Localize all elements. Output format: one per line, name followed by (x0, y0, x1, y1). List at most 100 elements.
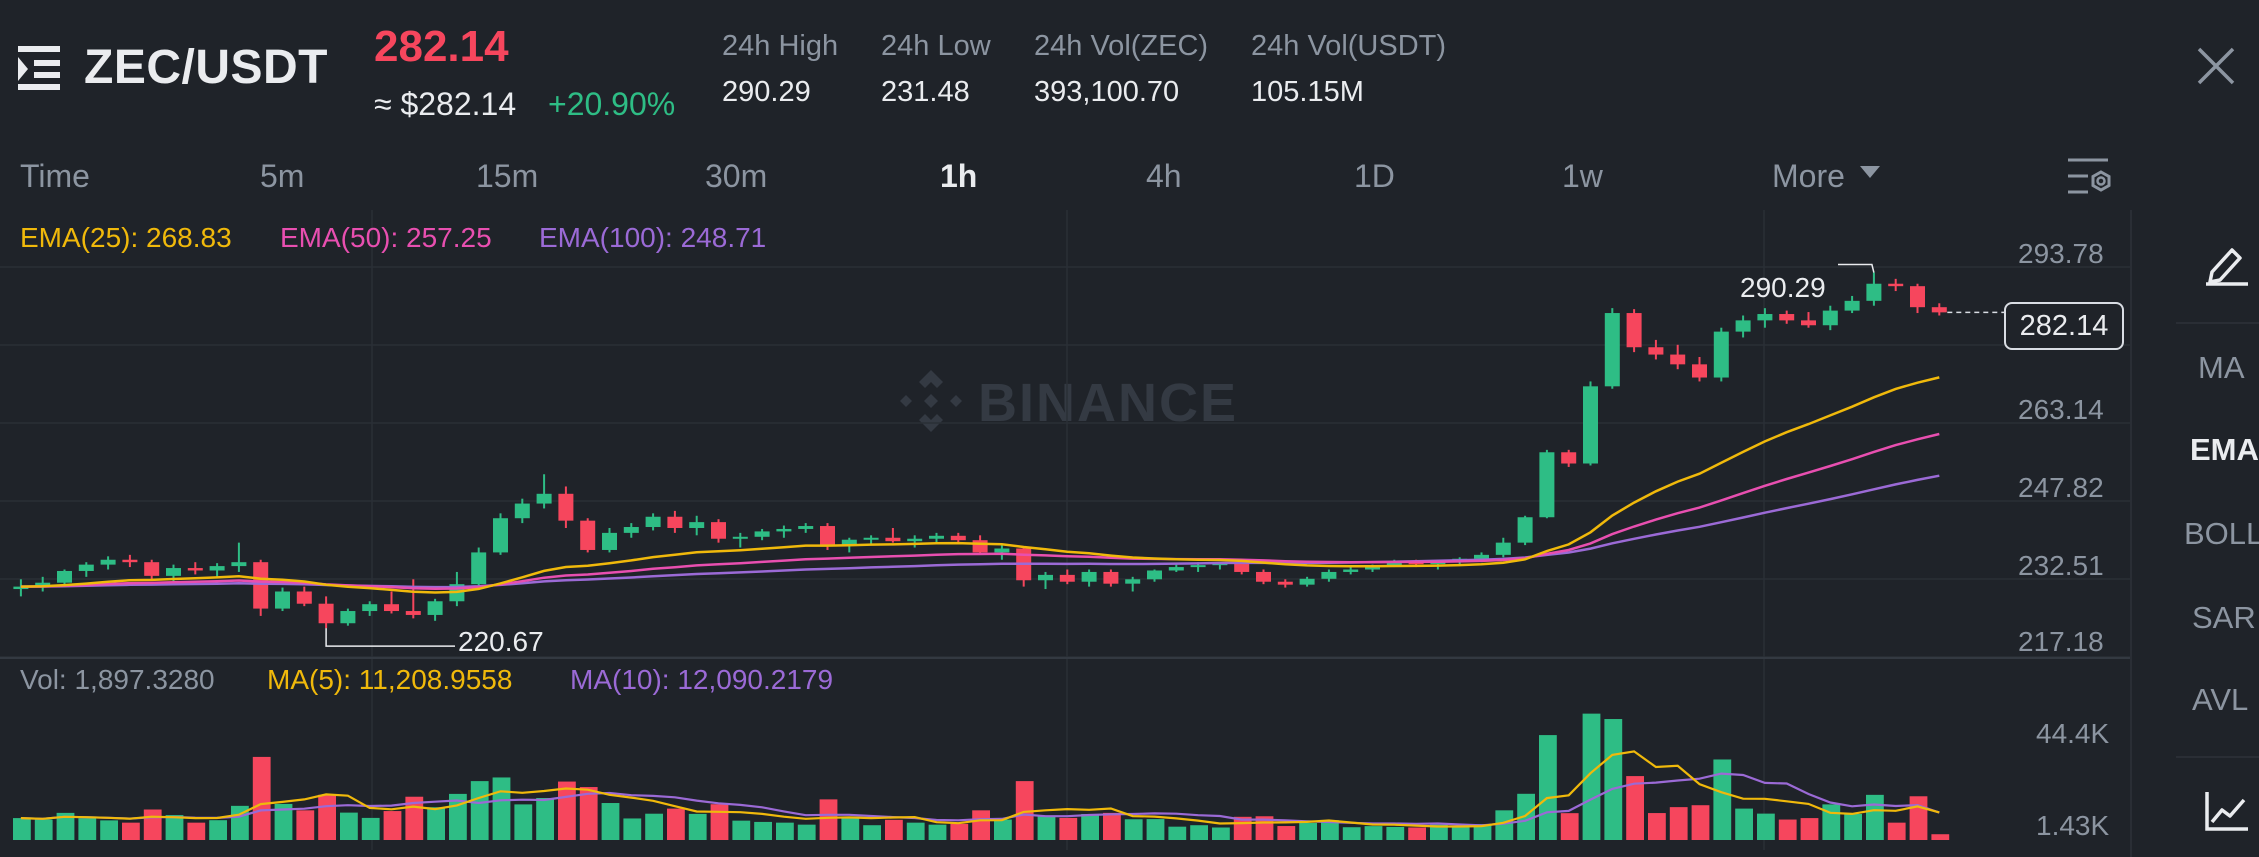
stat-24h-vol-usdt-label: 24h Vol(USDT) (1251, 30, 1447, 62)
candle-body (166, 568, 181, 576)
indicator-avl[interactable]: AVL (2192, 682, 2249, 717)
volume-bar (1451, 827, 1470, 840)
candle-body (1604, 313, 1620, 387)
candle-body (1125, 579, 1141, 584)
candle-body (427, 601, 443, 615)
volume-bar (1321, 820, 1339, 840)
volume-bar (645, 813, 663, 840)
candle-body (187, 568, 203, 571)
candle-body (1692, 364, 1707, 378)
candle-body (689, 522, 705, 528)
candle-body (1539, 452, 1555, 518)
candle-body (994, 548, 1010, 553)
candle-body (623, 527, 639, 533)
volume-bar (1430, 824, 1448, 840)
candle-body (1059, 574, 1075, 582)
candle-body (318, 603, 334, 624)
tab-5m[interactable]: 5m (260, 158, 305, 194)
side-panel-separator (2176, 322, 2259, 324)
volume-bar (1408, 827, 1426, 840)
tab-30m[interactable]: 30m (705, 158, 768, 194)
high-marker-line (1838, 263, 1875, 273)
price-axis-tick: 247.82 (2018, 472, 2104, 503)
stat-24h-vol-zec-label: 24h Vol(ZEC) (1034, 30, 1209, 62)
volume-axis-tick: 1.43K (2036, 810, 2110, 841)
trading-pair-title[interactable]: ZEC/USDT (84, 41, 328, 94)
indicator-boll[interactable]: BOLL (2184, 516, 2259, 551)
volume-bar (601, 803, 620, 840)
candle-body (1583, 386, 1598, 464)
candle-body (798, 526, 814, 529)
indicator-ma[interactable]: MA (2198, 350, 2245, 385)
candle-body (1321, 571, 1337, 579)
candle-body (100, 559, 116, 565)
candle-body (1147, 570, 1162, 580)
volume-bar (972, 810, 990, 840)
volume-bar (819, 799, 838, 840)
tab-more[interactable]: More (1772, 158, 1845, 194)
candle-body (493, 518, 508, 553)
menu-icon[interactable] (18, 44, 64, 92)
volume-ma10-legend: MA(10): 12,090.2179 (570, 664, 834, 695)
volume-bar (1713, 759, 1732, 840)
volume-bar (1604, 719, 1623, 840)
candle-body (1561, 452, 1577, 464)
volume-bar (274, 803, 293, 840)
candle-body (1081, 571, 1097, 582)
pen-draw-icon[interactable] (2204, 242, 2250, 286)
candle-body (1801, 320, 1816, 326)
volume-bar (994, 819, 1012, 840)
candle-body (1779, 314, 1795, 321)
current-price-tag: 282.14 (2004, 302, 2124, 350)
kline-chart[interactable] (0, 210, 2130, 857)
volume-bar (252, 756, 271, 840)
tab-1h[interactable]: 1h (940, 158, 978, 194)
candle-body (820, 526, 835, 546)
price-markers (325, 263, 2004, 647)
tab-1w[interactable]: 1w (1562, 158, 1603, 194)
volume-bar (296, 810, 315, 840)
volume-bar (536, 798, 554, 840)
candle-body (1626, 313, 1642, 348)
candle-body (1190, 565, 1206, 568)
ema50-line (20, 432, 1940, 590)
volume-bar (1190, 825, 1208, 840)
tab-15m[interactable]: 15m (476, 158, 539, 194)
volume-bar (1669, 807, 1688, 840)
candle-body (929, 535, 944, 539)
volume-bar (776, 822, 794, 840)
volume-bar (1299, 823, 1317, 840)
volume-bar (1015, 781, 1034, 840)
tab-1d[interactable]: 1D (1354, 158, 1395, 194)
candle-body (275, 591, 290, 609)
ema50-legend: EMA(50): 257.25 (280, 222, 492, 253)
candle-body (776, 528, 792, 532)
stat-24h-low-value: 231.48 (881, 76, 970, 108)
volume-bar (1539, 735, 1557, 840)
trend-line-icon[interactable] (2204, 790, 2250, 832)
volume-bar (1517, 793, 1535, 840)
candle-body (1713, 331, 1729, 378)
tab-4h[interactable]: 4h (1146, 158, 1182, 194)
indicator-sar[interactable]: SAR (2192, 600, 2256, 635)
stat-24h-low-label: 24h Low (881, 30, 991, 62)
volume-bar (1735, 808, 1753, 840)
caret-down-icon[interactable] (1860, 166, 1880, 180)
price-axis-tick: 232.51 (2018, 550, 2104, 581)
candle-body (1670, 354, 1686, 365)
volume-bar (1844, 813, 1862, 840)
close-icon[interactable] (2196, 46, 2236, 86)
volume-bar (78, 818, 97, 840)
tab-time[interactable]: Time (20, 158, 90, 194)
volume-bar (885, 819, 903, 840)
candle-body (1517, 517, 1533, 543)
candle-body (1495, 542, 1511, 555)
candle-body (1822, 310, 1838, 326)
volume-bar (863, 825, 881, 840)
chart-settings-icon[interactable] (2064, 156, 2114, 198)
volume-bar (1582, 713, 1601, 840)
candle-body (1866, 283, 1882, 301)
indicator-ema[interactable]: EMA (2190, 432, 2259, 467)
stat-24h-vol-zec-value: 393,100.70 (1034, 76, 1180, 108)
high-price-marker: 290.29 (1740, 272, 1826, 303)
